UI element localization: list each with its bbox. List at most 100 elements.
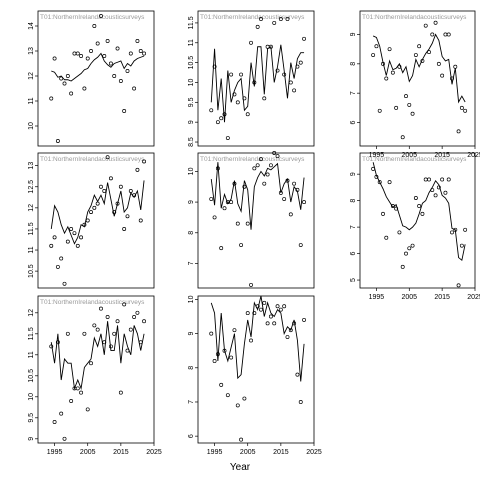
y-tick-label: 11.5 — [28, 222, 35, 235]
data-point — [285, 335, 290, 339]
data-point — [102, 189, 107, 193]
panel-2: T01:NorthernIrelandacousticsurveys 8.5 9 9.… — [188, 10, 315, 147]
data-point — [417, 203, 422, 208]
data-point — [79, 235, 84, 240]
y-tick-label: 8 — [188, 366, 195, 370]
data-point — [215, 352, 220, 357]
data-point — [459, 105, 464, 110]
data-point — [229, 355, 234, 360]
data-point — [427, 50, 431, 55]
data-point — [278, 190, 283, 195]
x-tick-label: 2025 — [146, 449, 162, 456]
data-point — [387, 47, 392, 52]
data-point — [394, 105, 399, 110]
panel-frame — [37, 152, 155, 289]
y-tick-label: 7 — [188, 261, 195, 265]
data-point — [272, 321, 277, 326]
data-point — [394, 206, 399, 211]
y-tick-label: 5 — [350, 278, 357, 282]
data-point — [262, 96, 267, 101]
y-tick-label: 11 — [188, 39, 195, 46]
data-point — [112, 331, 117, 336]
data-point — [275, 304, 280, 309]
data-point — [122, 302, 127, 307]
data-point — [288, 80, 293, 85]
data-point — [52, 235, 57, 240]
y-tick-label: 12 — [28, 309, 35, 317]
data-point — [65, 74, 70, 78]
data-point — [410, 111, 415, 116]
data-point — [255, 304, 260, 309]
data-point — [436, 61, 441, 66]
data-point — [118, 390, 123, 395]
data-point — [209, 108, 214, 113]
data-point — [112, 74, 117, 78]
data-point — [295, 64, 300, 69]
data-point — [69, 91, 74, 96]
data-point — [275, 68, 280, 73]
data-point — [259, 307, 263, 312]
data-point — [450, 230, 454, 235]
data-point — [79, 54, 84, 58]
y-tick-label: 12 — [28, 72, 35, 80]
panel-frame — [359, 10, 476, 147]
y-tick-label: 10.5 — [188, 56, 195, 70]
x-tick-label: 2005 — [240, 449, 256, 456]
y-tick-label: 8 — [350, 62, 357, 66]
y-tick-label: 11.5 — [28, 327, 35, 340]
data-point — [135, 167, 140, 172]
data-point — [75, 243, 80, 248]
data-point — [443, 190, 448, 195]
data-point — [72, 231, 77, 236]
fit-line — [210, 44, 305, 123]
y-tick-label: 9 — [350, 32, 357, 36]
data-point — [430, 32, 435, 37]
data-point — [456, 129, 461, 134]
data-point — [268, 314, 273, 319]
data-point — [85, 56, 90, 61]
y-tick-label: 9.5 — [188, 97, 195, 107]
data-point — [252, 166, 257, 171]
x-tick-label: 1995 — [369, 152, 385, 159]
data-point — [407, 246, 412, 251]
data-point — [265, 321, 270, 326]
data-point — [215, 166, 220, 171]
data-point — [384, 76, 389, 81]
panel-6: T01:NorthernIrelandacousticsurveys 5 6 7 8 9 1… — [350, 152, 480, 301]
y-tick-label: 9 — [188, 120, 195, 124]
y-tick-label: 9.5 — [28, 413, 35, 423]
data-point — [387, 180, 392, 185]
data-point — [132, 193, 137, 198]
y-tick-label: 12.5 — [28, 180, 35, 194]
data-point — [212, 64, 217, 69]
x-tick-label: 2015 — [113, 449, 129, 456]
data-point — [446, 32, 451, 37]
data-point — [69, 399, 74, 403]
panel-frame — [197, 152, 315, 289]
data-point — [122, 226, 127, 231]
data-point — [259, 157, 263, 162]
data-point — [95, 327, 100, 332]
fit-line — [210, 162, 305, 230]
data-point — [430, 188, 435, 193]
data-point — [420, 211, 425, 216]
data-point — [433, 20, 438, 25]
data-point — [132, 86, 137, 91]
data-point — [268, 44, 273, 49]
data-point — [75, 51, 80, 56]
data-point — [446, 177, 451, 182]
panels-group: T01:NorthernIrelandacousticsurveys 10 11 12… — [28, 10, 480, 456]
data-point — [92, 323, 97, 328]
data-point — [278, 16, 283, 21]
data-point — [249, 282, 253, 287]
data-point — [423, 23, 428, 28]
data-point — [440, 73, 445, 78]
data-point — [235, 100, 240, 105]
panel-title: T01:NorthernIrelandacousticsurveys — [40, 299, 145, 306]
fit-line — [50, 180, 145, 245]
data-point — [222, 206, 227, 211]
y-tick-label: 9 — [28, 437, 35, 441]
y-tick-label: 11 — [28, 351, 35, 358]
data-point — [288, 212, 293, 217]
data-point — [89, 210, 93, 215]
